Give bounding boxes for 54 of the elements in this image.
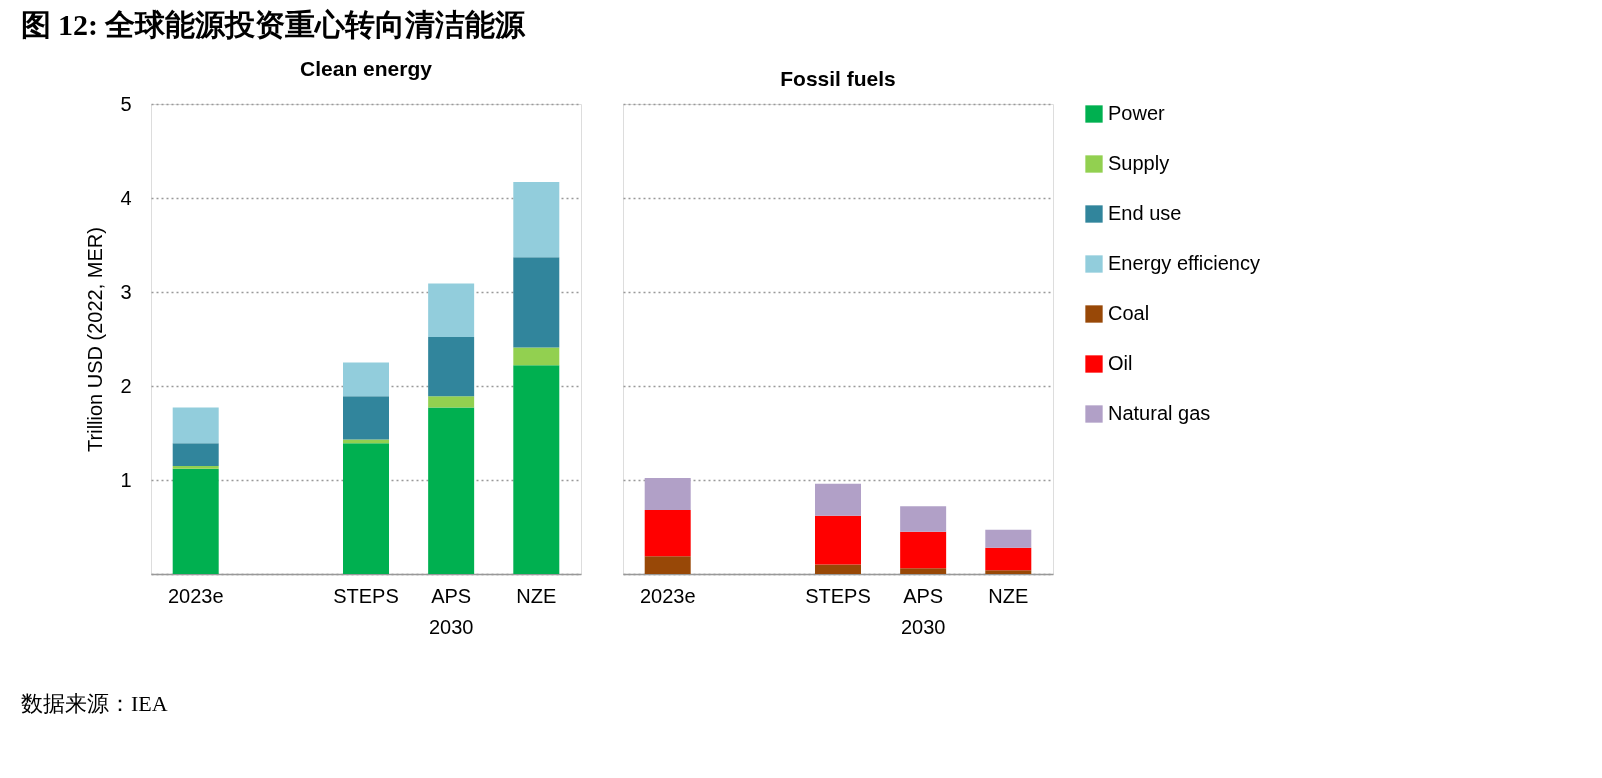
bar bbox=[513, 257, 560, 348]
chart-subtitle: Clean energy bbox=[300, 57, 433, 80]
bar bbox=[343, 443, 389, 574]
x-tick-label: APS bbox=[431, 584, 472, 607]
bar bbox=[815, 483, 861, 516]
legend-label: Supply bbox=[1108, 152, 1170, 174]
y-tick-label: 5 bbox=[120, 92, 132, 115]
bar bbox=[343, 396, 389, 440]
bar bbox=[513, 182, 560, 258]
y-tick-label: 4 bbox=[120, 186, 132, 209]
bar bbox=[172, 443, 219, 466]
bar bbox=[172, 465, 219, 469]
bar bbox=[172, 468, 219, 574]
bar bbox=[985, 570, 1032, 574]
legend-label: Coal bbox=[1108, 302, 1150, 324]
bar bbox=[428, 283, 475, 338]
bar bbox=[428, 337, 475, 397]
bar bbox=[343, 362, 389, 397]
x-tick-label: NZE bbox=[516, 584, 557, 607]
x-tick-label: APS bbox=[903, 584, 944, 607]
chart-title: Fossil fuels bbox=[780, 67, 896, 90]
source-note: 数据来源：IEA bbox=[21, 691, 168, 716]
bar bbox=[513, 365, 560, 574]
bar bbox=[644, 556, 691, 574]
bar bbox=[428, 407, 475, 574]
y-axis-title: Trillion USD (2022, MER) bbox=[84, 227, 107, 452]
legend-label: Energy efficiency bbox=[1108, 252, 1260, 274]
bar bbox=[900, 568, 947, 574]
chart-title: 图 12: 全球能源投资重心转向清洁能源 bbox=[20, 7, 527, 41]
legend-label: Oil bbox=[1108, 352, 1133, 374]
x-tick-label: 2023e bbox=[167, 584, 224, 607]
legend-label: End use bbox=[1108, 202, 1182, 224]
legend-label: Power bbox=[1108, 102, 1166, 124]
bar bbox=[428, 396, 475, 408]
x-tick-label: NZE bbox=[988, 584, 1029, 607]
y-tick-label: 1 bbox=[120, 468, 132, 491]
bar bbox=[900, 531, 947, 569]
bar bbox=[900, 506, 947, 532]
text: 2030 bbox=[900, 616, 946, 638]
bar bbox=[815, 564, 861, 574]
bar bbox=[644, 510, 691, 557]
x-tick-label: 2023e bbox=[639, 584, 696, 607]
x-tick-label: STEPS bbox=[333, 584, 399, 607]
text: 2030 bbox=[428, 616, 474, 638]
x-tick-label: STEPS bbox=[805, 584, 871, 607]
bar bbox=[985, 547, 1032, 571]
bar bbox=[172, 407, 219, 444]
legend-label: Natural gas bbox=[1108, 402, 1211, 424]
bar bbox=[644, 478, 691, 511]
bar bbox=[985, 529, 1032, 548]
bar bbox=[513, 347, 560, 366]
y-tick-label: 3 bbox=[120, 280, 132, 303]
bar bbox=[815, 515, 861, 565]
y-tick-label: 2 bbox=[120, 374, 132, 397]
